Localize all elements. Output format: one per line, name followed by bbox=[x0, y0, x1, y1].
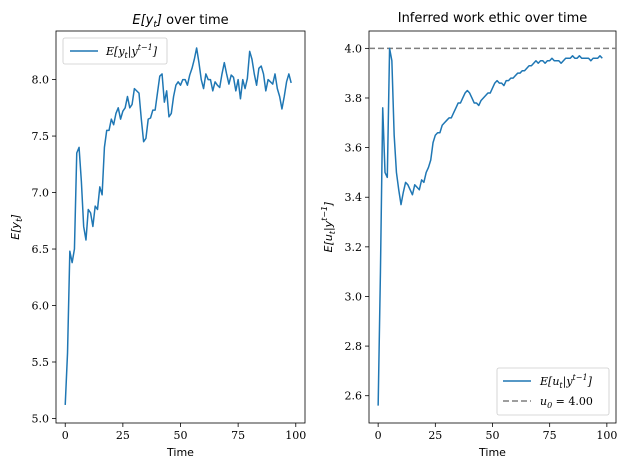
left-y-tick-label-2: 6.0 bbox=[32, 300, 50, 313]
right-y-tick-label-1: 2.8 bbox=[345, 340, 363, 353]
right-x-tick-label-50: 50 bbox=[486, 429, 500, 442]
right-legend-bar: |y bbox=[563, 375, 574, 389]
right-x-tick-label-100: 100 bbox=[596, 429, 617, 442]
right-ylabel-sup: t−1 bbox=[320, 206, 329, 221]
left-x-axis-label: Time bbox=[166, 446, 194, 459]
left-x-tick-label-100: 100 bbox=[285, 429, 306, 442]
left-series-line bbox=[64, 47, 292, 405]
right-y-tick-label-7: 4.0 bbox=[345, 42, 363, 55]
left-ylabel-close: ] bbox=[9, 214, 22, 219]
right-ticks: 0 25 50 75 100 2.6 2.8 3.0 3.2 3.4 3.6 3.8 4.0 bbox=[345, 42, 618, 442]
right-chart-title: Inferred work ethic over time bbox=[398, 11, 588, 26]
right-x-tick-label-25: 25 bbox=[428, 429, 442, 442]
left-title-main: E[y bbox=[132, 13, 153, 28]
right-legend-sup: t−1 bbox=[573, 373, 588, 382]
left-x-tick-label-75: 75 bbox=[231, 429, 245, 442]
left-legend-sup: t−1 bbox=[138, 43, 153, 52]
left-legend-bar: |y bbox=[128, 45, 139, 59]
right-y-tick-label-3: 3.2 bbox=[345, 241, 363, 254]
right-legend-sub: t bbox=[559, 381, 563, 390]
left-title-suffix: over time bbox=[162, 13, 229, 28]
right-y-tick-label-5: 3.6 bbox=[345, 142, 363, 155]
right-x-axis-label: Time bbox=[478, 446, 506, 459]
left-y-tick-label-3: 6.5 bbox=[32, 243, 50, 256]
left-chart: E[yt] over time Time E[yt] 0 25 50 75 1005.0… bbox=[9, 13, 306, 459]
left-x-tick-label-25: 25 bbox=[116, 429, 130, 442]
left-y-tick-label-6: 8.0 bbox=[32, 74, 50, 87]
right-x-tick-label-0: 0 bbox=[375, 429, 382, 442]
left-y-tick-label-4: 7.0 bbox=[32, 187, 50, 200]
left-x-tick-label-0: 0 bbox=[62, 429, 69, 442]
left-legend: E[yt|yt−1] bbox=[62, 37, 168, 65]
right-y-tick-label-6: 3.8 bbox=[345, 92, 363, 105]
right-legend: E[ut|yt−1] u0 = 4.00 bbox=[496, 367, 610, 416]
right-legend-ref-value: = 4.00 bbox=[552, 395, 593, 408]
right-x-tick-label-75: 75 bbox=[543, 429, 557, 442]
right-y-tick-label-0: 2.6 bbox=[345, 390, 363, 403]
right-legend-ref-sub: 0 bbox=[547, 401, 552, 410]
left-ticks: 0 25 50 75 100 5.0 5.5 6.0 6.5 7.0 7.5 8.0 bbox=[32, 74, 307, 442]
left-title-close: ] bbox=[156, 13, 162, 28]
left-y-tick-label-1: 5.5 bbox=[32, 356, 50, 369]
left-title-subscript: t bbox=[153, 20, 157, 30]
right-ylabel-close: ] bbox=[322, 202, 335, 207]
left-x-tick-label-50: 50 bbox=[174, 429, 188, 442]
right-chart: Inferred work ethic over time Time E[ut|… bbox=[320, 11, 617, 459]
right-series-line bbox=[377, 47, 603, 406]
left-ylabel-subscript: t bbox=[15, 218, 25, 222]
left-legend-box bbox=[62, 37, 168, 65]
left-y-tick-label-5: 7.5 bbox=[32, 130, 50, 143]
right-legend-label-reference: u0 = 4.00 bbox=[540, 395, 593, 410]
right-y-tick-label-2: 3.0 bbox=[345, 290, 363, 303]
right-legend-box bbox=[496, 367, 610, 416]
right-ylabel-bar: |y bbox=[322, 220, 335, 231]
left-y-tick-label-0: 5.0 bbox=[32, 412, 50, 425]
right-ylabel-sub: t bbox=[328, 230, 337, 234]
left-legend-close: ] bbox=[152, 45, 158, 58]
right-legend-close: ] bbox=[587, 375, 593, 388]
left-chart-title: E[yt] over time bbox=[132, 13, 228, 30]
right-y-tick-label-4: 3.4 bbox=[345, 191, 363, 204]
left-legend-sub: t bbox=[125, 51, 129, 60]
